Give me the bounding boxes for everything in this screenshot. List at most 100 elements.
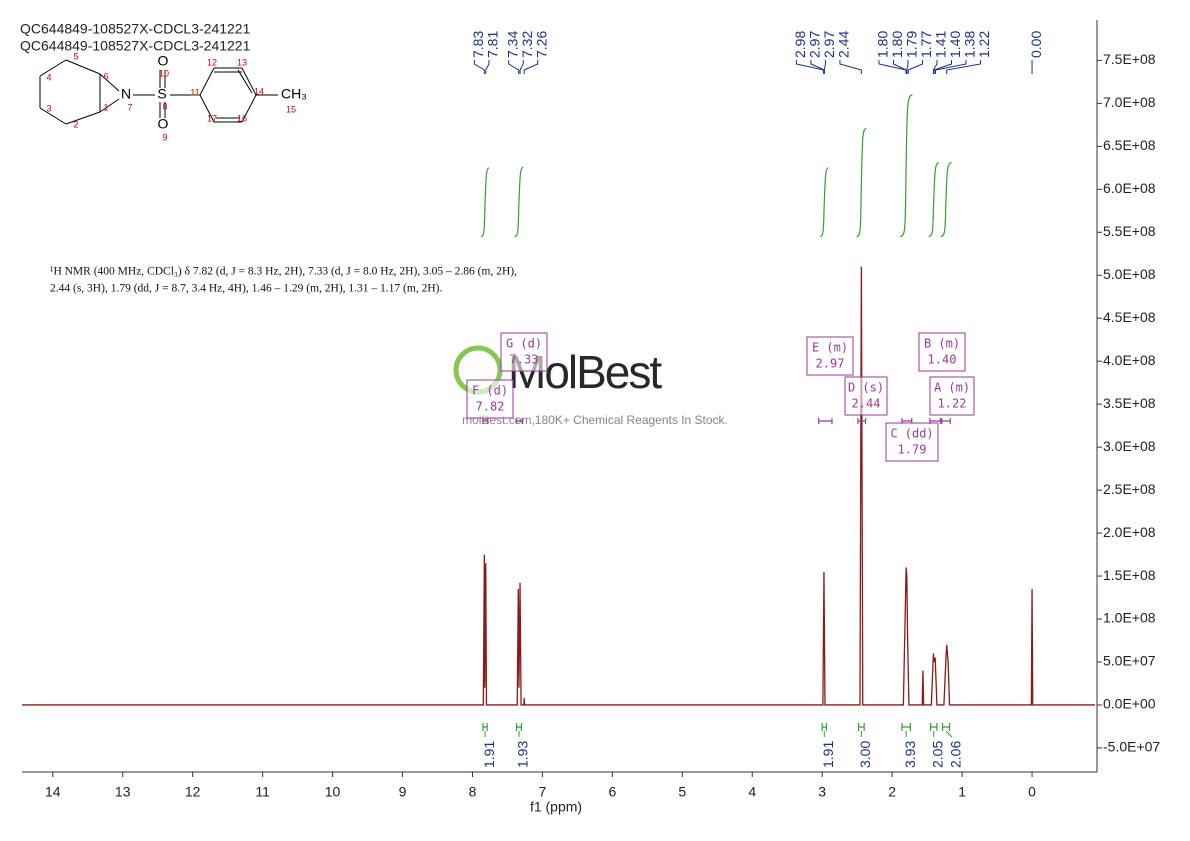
peak-leader — [906, 60, 909, 74]
peak-label: 7.81 — [485, 31, 501, 58]
multiplet-range — [482, 418, 489, 424]
x-tick-label: 7 — [539, 784, 547, 800]
atom-label: 11 — [190, 87, 199, 97]
y-tick-label: 7.5E+08 — [1103, 51, 1156, 67]
multiplet-label: F (d) — [472, 384, 508, 398]
peak-label: 1.80 — [875, 31, 891, 58]
y-tick-label: 3.5E+08 — [1103, 395, 1156, 411]
multiplet-label: E (m) — [812, 341, 848, 355]
bond — [241, 94, 257, 123]
multiplet-shift: 2.44 — [852, 397, 881, 411]
bond — [39, 107, 67, 125]
peak-leader — [810, 60, 825, 74]
peak-leader — [823, 60, 826, 74]
peak-label: 7.83 — [470, 31, 486, 58]
multiplet-shift: 2.97 — [816, 357, 845, 371]
multiplet-range — [515, 418, 523, 424]
multiplet-range — [857, 418, 867, 424]
nmr-description: ¹H NMR (400 MHz, CDCl₃) δ 7.82 (d, J = 8… — [50, 266, 517, 278]
y-tick-label: 3.0E+08 — [1103, 438, 1156, 454]
integral-label: 3.93 — [902, 741, 918, 768]
peak-label: 7.26 — [533, 31, 549, 58]
peak-label: 1.22 — [976, 31, 992, 58]
atom-label: 16 — [237, 113, 247, 123]
multiplet-shift: 1.40 — [928, 353, 957, 367]
peak-leader — [508, 60, 520, 74]
y-tick-label: 1.0E+08 — [1103, 610, 1156, 626]
integral-label: 1.91 — [481, 741, 497, 768]
bond — [65, 111, 101, 125]
peak-label: 1.77 — [918, 31, 934, 58]
multiplet-label: B (m) — [924, 337, 960, 351]
atom-label: S — [157, 86, 166, 102]
integral-range — [941, 723, 951, 731]
atom-label: 14 — [254, 86, 264, 96]
peak-label: 0.00 — [1028, 31, 1044, 58]
multiplet-label: D (s) — [848, 381, 884, 395]
peak-label: 1.79 — [904, 31, 920, 58]
x-tick-label: 10 — [325, 784, 341, 800]
y-tick-label: 2.0E+08 — [1103, 524, 1156, 540]
title: QC644849-108527X-CDCL3-241221 — [20, 21, 251, 37]
atom-label: 12 — [207, 57, 217, 67]
peak-label: 2.44 — [836, 31, 852, 58]
peak-leader — [933, 60, 952, 74]
peak-leader — [907, 60, 923, 74]
y-tick-label: 7.0E+08 — [1103, 94, 1156, 110]
integral-curve — [820, 167, 829, 238]
atom-label: 5 — [73, 51, 78, 61]
multiplet-box — [844, 376, 888, 416]
atom-label: 15 — [286, 104, 296, 114]
peak-leader — [878, 60, 907, 74]
peak-label: 2.97 — [821, 31, 837, 58]
x-tick-label: 0 — [1028, 784, 1036, 800]
atom-label: 6 — [103, 71, 108, 81]
peak-leader — [519, 60, 524, 74]
atom-label: 3 — [46, 103, 51, 113]
integral-range — [857, 723, 865, 731]
nmr-description: 2.44 (s, 3H), 1.79 (dd, J = 8.7, 3.4 Hz,… — [50, 283, 442, 295]
bond — [39, 59, 67, 77]
bond — [99, 98, 120, 113]
integral-range — [901, 723, 911, 731]
atom-label: 2 — [73, 119, 78, 129]
integral-label: 2.06 — [947, 741, 963, 768]
peak-label: 1.41 — [933, 31, 949, 58]
x-tick-label: 12 — [185, 784, 201, 800]
x-tick-label: 4 — [748, 784, 756, 800]
integral-curve — [856, 127, 867, 238]
integral-label: 1.93 — [515, 741, 531, 768]
y-tick-label: 4.0E+08 — [1103, 352, 1156, 368]
atom-label: 4 — [46, 72, 51, 82]
spectrum-line — [22, 266, 1095, 706]
peak-leader — [892, 60, 907, 74]
multiplet-box — [466, 379, 514, 419]
multiplet-shift: 7.33 — [510, 353, 539, 367]
x-tick-label: 2 — [888, 784, 896, 800]
x-axis-label: f1 (ppm) — [530, 799, 582, 815]
peak-leader — [795, 60, 825, 74]
y-tick-label: 2.5E+08 — [1103, 481, 1156, 497]
integral-curve — [480, 167, 490, 238]
integral-label: 3.00 — [857, 741, 873, 768]
integral-range — [515, 723, 523, 731]
peak-leader — [839, 60, 862, 74]
peak-label: 7.34 — [504, 31, 520, 58]
watermark-slogan: molBest.com,180K+ Chemical Reagents In S… — [462, 413, 728, 427]
x-tick-label: 5 — [678, 784, 686, 800]
peak-leader — [485, 60, 490, 74]
peak-label: 2.97 — [807, 31, 823, 58]
x-tick-label: 6 — [608, 784, 616, 800]
multiplet-box — [500, 332, 548, 372]
integral-label: 1.91 — [820, 741, 836, 768]
multiplet-range — [818, 418, 833, 424]
bond — [99, 73, 120, 92]
y-tick-label: 5.0E+07 — [1103, 653, 1156, 669]
x-tick-label: 14 — [45, 784, 61, 800]
peak-leader — [946, 60, 981, 74]
x-tick-label: 8 — [469, 784, 477, 800]
atom-label: 9 — [162, 132, 167, 142]
multiplet-box — [885, 422, 939, 462]
atom-label: CH₃ — [281, 86, 307, 102]
